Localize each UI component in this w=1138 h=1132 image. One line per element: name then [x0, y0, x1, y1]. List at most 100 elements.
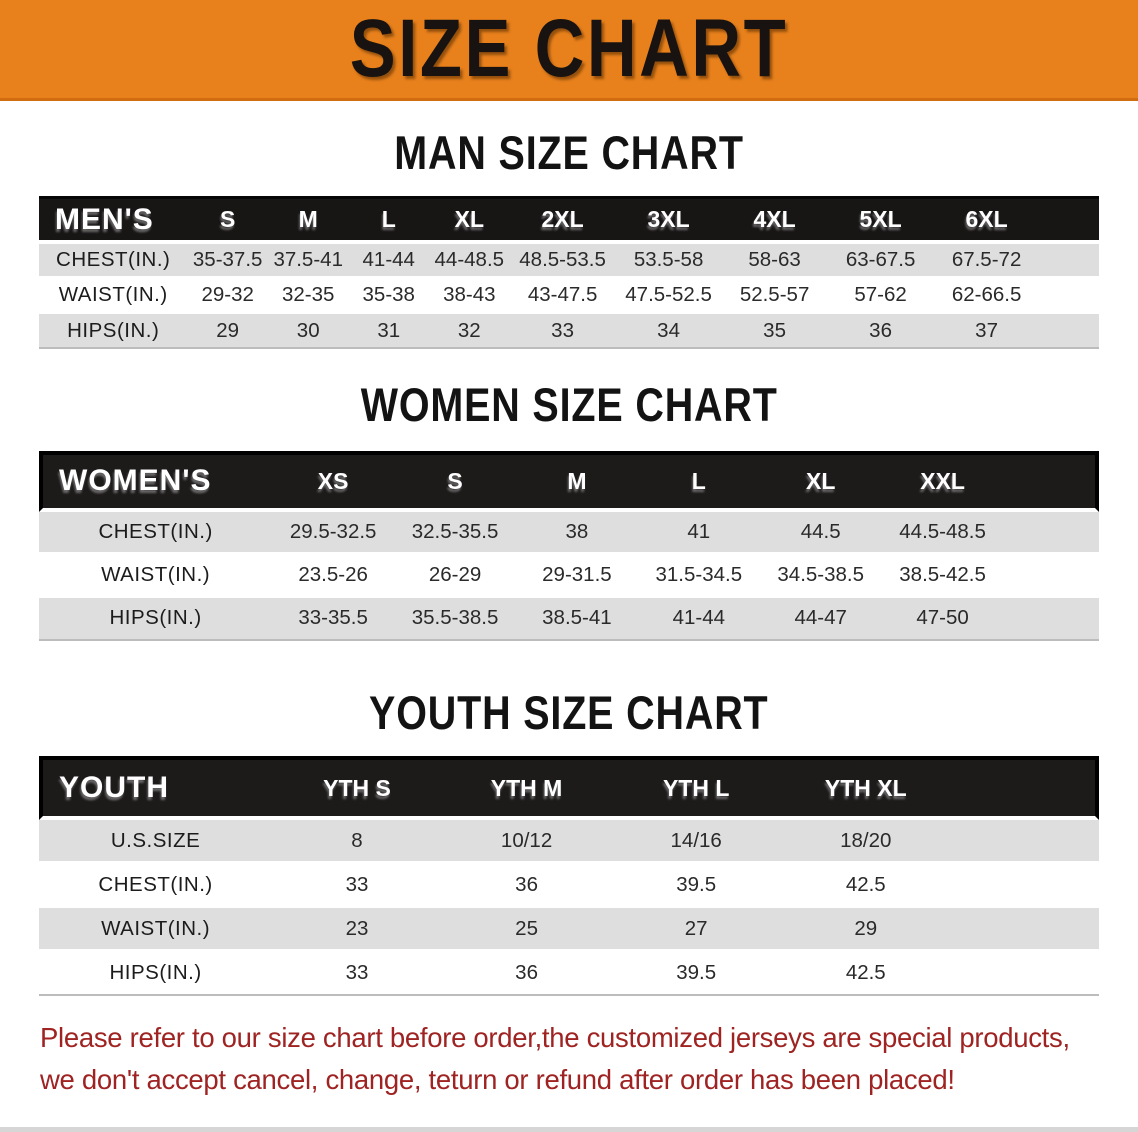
- table-corner-label-text: MEN'S: [55, 202, 154, 236]
- man-size-section: MAN SIZE CHART MEN'S S M L XL 2XL 3XL 4XL 5XL 6XL…: [0, 128, 1138, 350]
- women-size-section: WOMEN SIZE CHART WOMEN'S XS S M L XL XXL CHEST…: [0, 378, 1138, 641]
- size-value-cell-text: 62-66.5: [951, 283, 1022, 307]
- size-value-cell: 38.5-41: [515, 597, 638, 641]
- men-table-header: MEN'S S M L XL 2XL 3XL 4XL 5XL 6XL: [39, 196, 1099, 245]
- row-trailer: [950, 864, 1099, 909]
- size-value-cell: 36: [441, 864, 612, 909]
- row-label: CHEST(IN.): [39, 864, 273, 909]
- size-value-cell: 32: [429, 314, 510, 350]
- row-label: HIPS(IN.): [39, 597, 273, 641]
- size-value-cell-text: 39.5: [676, 872, 717, 896]
- size-value-cell-text: 35-37.5: [192, 248, 263, 272]
- youth-table-body: U.S.SIZE 8 10/12 14/16 18/20 CHEST(IN.) 33 36 39…: [39, 820, 1099, 997]
- size-value-cell-text: 23.5-26: [298, 562, 368, 586]
- row-label: WAIST(IN.): [39, 908, 273, 953]
- size-value-cell: 53.5-58: [615, 244, 722, 280]
- size-value-cell-text: 39.5: [676, 961, 717, 985]
- size-value-cell: 30: [267, 314, 349, 350]
- size-value-cell-text: 37: [975, 318, 998, 342]
- size-column-header: XS: [272, 450, 395, 512]
- size-value-cell: 32-35: [267, 279, 349, 315]
- size-value-cell-text: 31: [377, 318, 401, 342]
- size-column-header-text: L: [691, 467, 706, 494]
- size-value-cell: 57-62: [827, 279, 934, 315]
- men-size-table: MEN'S S M L XL 2XL 3XL 4XL 5XL 6XL CHEST(IN.) 35-3…: [39, 196, 1099, 350]
- size-column-header-text: 2XL: [541, 206, 584, 233]
- row-label: U.S.SIZE: [39, 820, 273, 865]
- size-value-cell: 58-63: [721, 244, 828, 280]
- size-column-header: YTH M: [441, 756, 612, 821]
- banner-title: SIZE CHART: [349, 3, 789, 94]
- size-value-cell-text: 41: [687, 519, 711, 543]
- size-value-cell: 33: [509, 314, 616, 350]
- measurement-row: CHEST(IN.) 33 36 39.5 42.5: [39, 864, 1099, 909]
- size-column-header: S: [187, 196, 268, 245]
- table-corner-label: MEN'S: [39, 196, 188, 245]
- youth-size-heading-text: YOUTH SIZE CHART: [369, 685, 769, 739]
- size-value-cell-text: 27: [684, 916, 708, 940]
- size-column-header: XL: [759, 450, 882, 512]
- row-label: CHEST(IN.): [39, 511, 273, 555]
- size-column-header: L: [637, 450, 760, 512]
- size-value-cell-text: 57-62: [854, 283, 907, 307]
- size-value-cell: 34.5-38.5: [759, 554, 882, 598]
- size-value-cell-text: 41-44: [362, 248, 415, 272]
- size-column-header: XXL: [881, 450, 1004, 512]
- size-value-cell-text: 48.5-53.5: [519, 248, 606, 272]
- size-value-cell-text: 29: [854, 916, 878, 940]
- size-column-header-text: XS: [317, 467, 349, 494]
- size-value-cell: 41-44: [348, 244, 430, 280]
- women-size-heading-text: WOMEN SIZE CHART: [360, 378, 778, 432]
- size-value-cell-text: 32: [457, 318, 481, 342]
- size-column-header-text: S: [447, 467, 463, 494]
- size-value-cell: 48.5-53.5: [509, 244, 616, 280]
- size-column-header: 4XL: [721, 196, 828, 245]
- size-column-header: 5XL: [827, 196, 934, 245]
- size-value-cell-text: 10/12: [500, 828, 553, 852]
- size-value-cell: 29-31.5: [515, 554, 638, 598]
- measurement-row: CHEST(IN.) 29.5-32.5 32.5-35.5 38 41 44.5 44.5…: [39, 511, 1099, 555]
- row-label: CHEST(IN.): [39, 244, 188, 280]
- size-column-header: 2XL: [509, 196, 616, 245]
- size-value-cell: 35-37.5: [187, 244, 268, 280]
- header-trailer: [1039, 196, 1099, 245]
- size-value-cell-text: 44.5: [800, 519, 841, 543]
- size-value-cell: 62-66.5: [933, 279, 1040, 315]
- size-value-cell: 33: [272, 864, 442, 909]
- size-value-cell: 29: [187, 314, 268, 350]
- row-label: WAIST(IN.): [39, 279, 188, 315]
- row-trailer: [950, 908, 1099, 953]
- size-value-cell: 44.5: [759, 511, 882, 555]
- row-label-text: WAIST(IN.): [101, 562, 211, 586]
- size-value-cell-text: 18/20: [840, 828, 892, 852]
- size-column-header-text: YTH M: [490, 774, 563, 801]
- size-column-header-text: XL: [806, 467, 836, 494]
- size-value-cell: 34: [615, 314, 722, 350]
- size-column-header-text: 3XL: [647, 206, 690, 233]
- row-trailer: [950, 952, 1099, 997]
- size-value-cell: 47-50: [881, 597, 1004, 641]
- size-value-cell: 26-29: [394, 554, 516, 598]
- size-value-cell-text: 33: [345, 872, 369, 896]
- size-value-cell-text: 35.5-38.5: [411, 606, 499, 630]
- measurement-row: HIPS(IN.) 33 36 39.5 42.5: [39, 952, 1099, 997]
- size-value-cell: 37: [933, 314, 1040, 350]
- size-value-cell-text: 33: [345, 961, 369, 985]
- size-column-header: YTH S: [272, 756, 442, 821]
- size-value-cell: 23.5-26: [272, 554, 395, 598]
- size-value-cell: 67.5-72: [933, 244, 1040, 280]
- row-trailer: [1039, 244, 1099, 280]
- men-table-body: CHEST(IN.) 35-37.5 37.5-41 41-44 44-48.5 48.5…: [39, 244, 1099, 350]
- size-value-cell-text: 26-29: [428, 562, 482, 586]
- size-column-header: L: [348, 196, 430, 245]
- row-label-text: WAIST(IN.): [58, 283, 168, 307]
- size-column-header: YTH XL: [780, 756, 951, 821]
- table-corner-label: WOMEN'S: [39, 450, 273, 512]
- row-trailer: [950, 820, 1099, 865]
- size-value-cell-text: 36: [515, 872, 538, 896]
- size-value-cell-text: 38.5-41: [542, 606, 612, 630]
- size-column-header-text: S: [219, 206, 236, 233]
- measurement-row: WAIST(IN.) 29-32 32-35 35-38 38-43 43-47.5 47.…: [39, 279, 1099, 315]
- row-label-text: HIPS(IN.): [67, 318, 160, 342]
- size-value-cell-text: 47-50: [916, 606, 969, 630]
